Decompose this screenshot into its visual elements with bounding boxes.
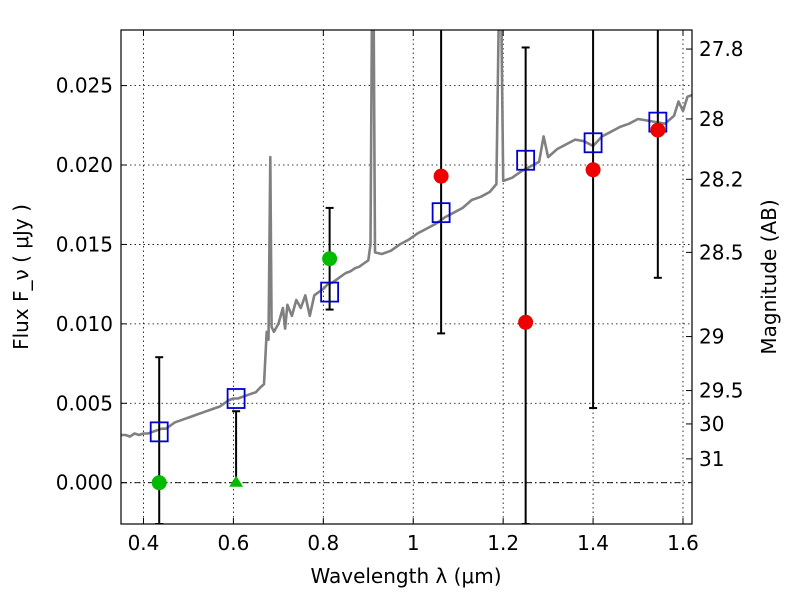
model-spectrum (121, 30, 692, 438)
right-tick-label: 28 (699, 107, 724, 131)
model-photometry-square (149, 421, 169, 443)
right-tick-label: 27.8 (699, 37, 744, 61)
model-photometry-square (226, 388, 246, 409)
right-axis-title: Magnitude (AB) (757, 199, 781, 354)
y-axis-title: Flux F_ν ( μJy ) (9, 204, 33, 350)
y-tick-label: 0.000 (56, 471, 113, 495)
observed-point-red (585, 162, 601, 178)
x-tick-label: 0.6 (217, 531, 249, 555)
y-axis-ticks: 0.000 0.005 0.010 0.015 0.020 0.025 (56, 74, 127, 495)
x-axis-title: Wavelength λ (μm) (310, 564, 501, 588)
model-photometry-square (320, 281, 340, 303)
y-tick-label: 0.010 (56, 312, 113, 336)
observed-point-green (151, 475, 167, 491)
observed-upper-limit-triangle (229, 475, 244, 487)
right-tick-label: 28.5 (699, 240, 744, 264)
observed-point-red (518, 314, 534, 330)
right-axis-ticks: 27.8 28 28.2 28.5 29 29.5 30 31 (686, 37, 744, 471)
plot-frame (120, 29, 693, 525)
y-tick-label: 0.005 (56, 391, 113, 415)
model-photometry-square (431, 202, 451, 224)
observed-point-red (433, 168, 449, 184)
right-tick-label: 29.5 (699, 379, 744, 403)
x-tick-label: 1 (407, 531, 420, 555)
model-spectrum-line (121, 30, 692, 438)
x-tick-label: 0.8 (307, 531, 339, 555)
observed-point-green (322, 251, 338, 267)
right-tick-label: 29 (699, 325, 724, 349)
right-tick-label: 28.2 (699, 167, 744, 191)
plot-background (121, 30, 692, 524)
right-tick-label: 31 (699, 447, 724, 471)
x-tick-label: 0.4 (128, 531, 160, 555)
y-tick-label: 0.015 (56, 232, 113, 256)
observed-points (151, 122, 666, 491)
y-tick-label: 0.025 (56, 74, 113, 98)
model-photometry-square (583, 132, 603, 154)
right-tick-label: 30 (699, 412, 724, 436)
x-tick-label: 1.4 (577, 531, 609, 555)
y-tick-label: 0.020 (56, 153, 113, 177)
model-photometry-square (516, 149, 536, 171)
model-photometry-squares (149, 111, 668, 443)
x-tick-label: 1.6 (667, 531, 699, 555)
x-tick-label: 1.2 (487, 531, 519, 555)
observed-point-red (650, 122, 666, 138)
x-axis-ticks: 0.4 0.6 0.8 1 1.2 1.4 1.6 (128, 30, 699, 555)
